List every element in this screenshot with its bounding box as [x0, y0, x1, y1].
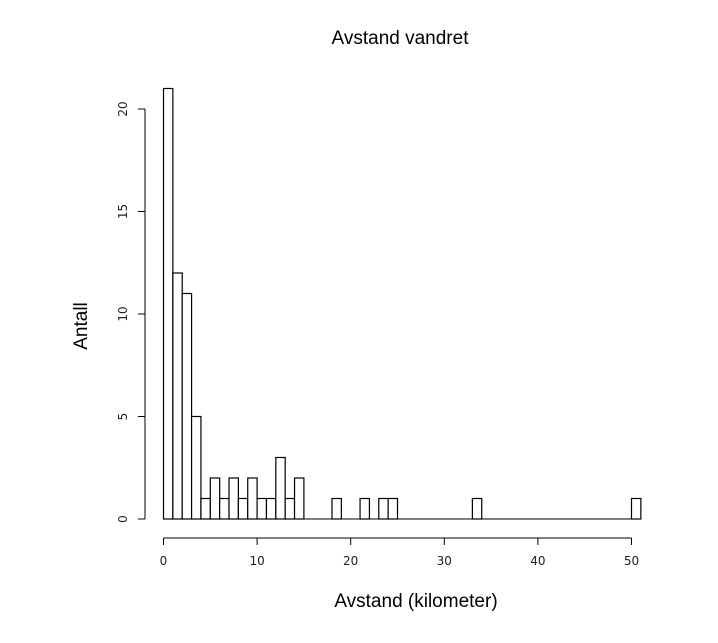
y-tick-label: 10 [116, 306, 130, 321]
x-tick-label: 30 [437, 554, 452, 568]
histogram-bar [256, 497, 268, 520]
y-tick-label: 15 [116, 204, 130, 219]
histogram-bar [172, 272, 183, 520]
histogram-bar [471, 497, 483, 520]
x-axis: 0 10 20 30 40 50 [160, 537, 639, 568]
histogram-bar [275, 456, 286, 520]
histogram-bar [630, 497, 642, 520]
y-tick-label: 20 [116, 101, 130, 116]
histogram-bar [200, 497, 211, 520]
histogram-bar [162, 87, 174, 520]
x-tick-label: 0 [160, 554, 168, 568]
x-tick-label: 40 [530, 554, 545, 568]
histogram-bar [378, 497, 389, 520]
x-axis-title: Avstand (kilometer) [334, 591, 497, 612]
histogram-bar [247, 477, 258, 520]
histogram-bar [219, 497, 230, 520]
histogram-bar [387, 497, 399, 520]
histogram-bar [265, 497, 277, 520]
histogram-bar [359, 497, 371, 520]
y-axis-title: Antall [71, 302, 92, 350]
y-axis: 0 5 10 15 20 [116, 101, 146, 523]
bars-group [162, 87, 642, 520]
histogram-bar [209, 477, 221, 520]
histogram-bar [237, 497, 249, 520]
x-tick-label: 10 [249, 554, 264, 568]
histogram-bar [181, 292, 193, 520]
chart-title: Avstand vandret [332, 28, 470, 49]
y-tick-label: 0 [116, 515, 130, 523]
y-tick-label: 5 [116, 413, 130, 421]
histogram-bar [293, 477, 305, 520]
x-tick-label: 50 [624, 554, 639, 568]
histogram-bar [331, 497, 342, 520]
histogram-bar [190, 415, 202, 520]
histogram-bar [284, 497, 296, 520]
x-tick-label: 20 [343, 554, 358, 568]
histogram-bar [228, 477, 239, 520]
